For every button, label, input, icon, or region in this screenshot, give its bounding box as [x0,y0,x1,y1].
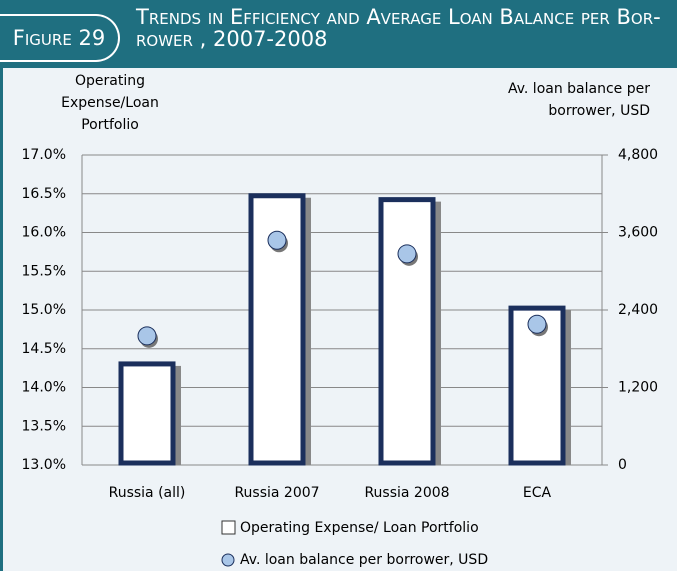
bar [118,361,176,466]
y-tick-label: 17.0% [22,147,66,163]
legend-dot [221,553,235,567]
y2-tick-label: 4,800 [618,147,658,163]
figure-label: Figure 29 [0,14,120,62]
y2-tick-label: 1,200 [618,380,658,396]
dot [137,326,157,346]
chart-title: Trends in Efficiency and Average Loan Ba… [136,5,661,51]
y2-axis-title: Av. loan balance per borrower, USD [507,81,650,119]
legend-label: Av. loan balance per borrower, USD [240,552,488,568]
y-tick-label: 15.5% [22,263,66,279]
x-tick-label: ECA [523,485,552,501]
x-tick-label: Russia (all) [109,485,186,501]
y-tick-label: 13.0% [22,457,66,473]
bar [378,197,436,466]
legend-swatch [221,520,236,535]
x-tick-label: Russia 2007 [234,485,319,501]
y2-tick-label: 0 [618,457,627,473]
y-tick-label: 14.0% [22,380,66,396]
dot [267,230,287,250]
x-tick-label: Russia 2008 [364,485,449,501]
y-tick-label: 13.5% [22,418,66,434]
y-tick-label: 16.5% [22,186,66,202]
y2-tick-label: 2,400 [618,302,658,318]
legend-label: Operating Expense/ Loan Portfolio [240,520,479,536]
y-tick-label: 14.5% [22,341,66,357]
y-tick-label: 16.0% [22,225,66,241]
y-tick-label: 15.0% [22,302,66,318]
left-border [0,68,3,571]
y-axis-title: Operating Expense/Loan Portfolio [61,73,159,133]
dot [527,314,547,334]
dot [397,244,417,264]
y2-tick-label: 3,600 [618,225,658,241]
